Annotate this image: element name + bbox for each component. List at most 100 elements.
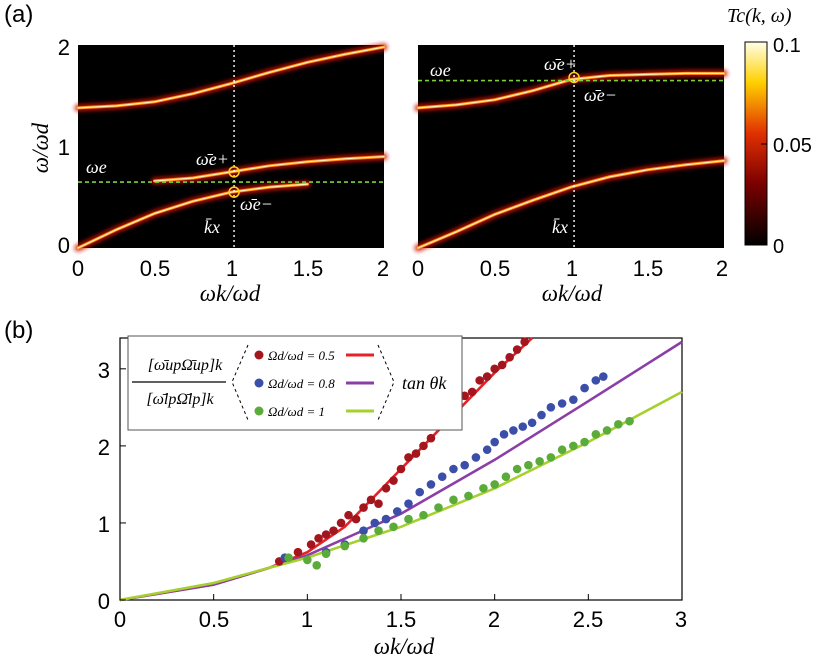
data-point-0-10 xyxy=(366,495,376,505)
data-point-1-6 xyxy=(392,507,402,516)
b-y-tick-3: 3 xyxy=(98,358,110,383)
data-point-0-18 xyxy=(426,433,436,443)
x-tick-left-1: 0.5 xyxy=(140,256,171,281)
x-tick-right-2: 1 xyxy=(566,256,578,281)
data-point-1-11 xyxy=(449,464,458,474)
branch-core-middle xyxy=(153,156,385,182)
data-point-2-4 xyxy=(340,541,350,551)
data-point-0-25 xyxy=(482,372,492,381)
point-omega_e_plus xyxy=(228,166,240,178)
x-axis-label-left: ωk/ωd xyxy=(200,281,261,306)
legend-marker-1 xyxy=(254,378,264,388)
y-tick-0: 0 xyxy=(58,233,70,258)
data-point-2-14 xyxy=(490,480,499,489)
data-point-0-9 xyxy=(359,503,368,512)
branch-core-upper xyxy=(417,72,725,109)
legend-right-bracket xyxy=(377,344,395,421)
data-point-1-18 xyxy=(518,422,528,431)
data-point-2-1 xyxy=(303,555,312,565)
point-omega_e_plus xyxy=(568,71,580,84)
colorbar-tick-min: 0 xyxy=(773,236,784,258)
y-tick-2: 2 xyxy=(58,35,70,60)
point-omega_e_minus xyxy=(228,186,240,198)
b-x-tick-3: 1.5 xyxy=(386,607,417,632)
legend-left-bracket xyxy=(231,344,249,421)
data-point-0-11 xyxy=(374,499,383,508)
b-x-tick-1: 0.5 xyxy=(199,607,230,632)
data-point-0-23 xyxy=(467,387,477,397)
y-tick-1: 1 xyxy=(58,135,70,160)
data-point-1-14 xyxy=(482,445,492,455)
b-y-tick-2: 2 xyxy=(98,435,110,460)
data-point-0-26 xyxy=(490,364,499,374)
data-point-2-3 xyxy=(321,549,331,559)
heatmap-left-background xyxy=(78,45,384,248)
data-point-2-24 xyxy=(602,426,612,435)
b-x-tick-6: 3 xyxy=(675,607,687,632)
omega-e-minus-label-left: ω̄e− xyxy=(240,194,273,214)
b-x-tick-4: 2 xyxy=(488,607,500,632)
data-point-0-8 xyxy=(351,514,361,524)
kx-label-right: k̄x xyxy=(552,217,568,237)
colorbar-tick-mid: 0.05 xyxy=(773,135,812,157)
legend-b: [ω̄upΩ̄up]k [ω̄lpΩ̄lp]k Ωd/ωd = 0.5 Ωd/ω… xyxy=(127,335,463,431)
data-point-2-17 xyxy=(524,460,533,470)
data-point-1-21 xyxy=(546,403,556,412)
data-point-2-8 xyxy=(404,514,413,524)
data-point-1-17 xyxy=(509,426,518,435)
x-tick-right-3: 1.5 xyxy=(633,256,664,281)
data-point-0-1 xyxy=(293,547,303,557)
data-point-2-9 xyxy=(419,510,428,520)
b-y-tick-1: 1 xyxy=(98,512,110,537)
b-x-tick-5: 2.5 xyxy=(573,607,604,632)
data-point-2-18 xyxy=(535,456,544,466)
y-axis-label-left: ω/ωd xyxy=(28,122,53,173)
data-point-1-23 xyxy=(569,395,578,404)
data-point-1-25 xyxy=(591,376,601,385)
data-point-1-13 xyxy=(471,453,481,462)
x-tick-left-2: 1 xyxy=(226,256,238,281)
data-point-0-2 xyxy=(306,540,316,549)
data-point-1-8 xyxy=(415,487,425,497)
data-point-0-28 xyxy=(505,352,514,362)
data-point-2-21 xyxy=(569,441,578,451)
data-point-2-22 xyxy=(580,437,589,447)
data-point-1-12 xyxy=(460,460,469,470)
x-tick-right-0: 0 xyxy=(412,256,424,281)
panel-label-b: (b) xyxy=(4,317,33,344)
heatmap-left: ωe ω̄e+ ω̄e− k̄x 2 1 0 0 0.5 1 1.5 2 ωk/… xyxy=(28,35,389,306)
colorbar-tick-max: 0.1 xyxy=(773,35,801,57)
data-point-0-3 xyxy=(314,534,323,543)
omega-e-label-left: ωe xyxy=(86,157,107,177)
data-point-2-12 xyxy=(464,491,473,501)
data-point-1-24 xyxy=(580,383,589,393)
data-point-0-22 xyxy=(460,391,469,401)
colorbar-title: Tc(k, ω) xyxy=(727,5,792,27)
legend-entry-2: Ωd/ωd = 1 xyxy=(268,404,325,419)
data-point-0-6 xyxy=(336,518,346,528)
data-point-0-13 xyxy=(389,476,398,485)
data-point-0-4 xyxy=(321,530,331,539)
data-point-0-15 xyxy=(404,453,413,462)
data-point-1-7 xyxy=(404,499,413,508)
b-x-axis-label: ωk/ωd xyxy=(374,634,435,659)
data-point-0-29 xyxy=(512,345,522,354)
x-tick-right-4: 2 xyxy=(716,256,728,281)
data-point-2-16 xyxy=(512,464,522,474)
data-point-0-14 xyxy=(396,464,406,474)
b-x-tick-2: 1 xyxy=(301,607,313,632)
data-point-0-27 xyxy=(497,360,507,370)
data-point-1-16 xyxy=(499,430,509,439)
data-point-2-0 xyxy=(284,553,293,562)
data-point-2-7 xyxy=(389,522,398,532)
data-point-1-15 xyxy=(490,437,499,447)
b-x-tick-0: 0 xyxy=(114,607,126,632)
data-point-1-9 xyxy=(426,480,436,489)
data-point-2-11 xyxy=(449,495,458,505)
data-point-2-6 xyxy=(374,526,383,535)
legend-entry-0: Ωd/ωd = 0.5 xyxy=(268,348,335,363)
b-y-tick-0: 0 xyxy=(98,589,110,614)
data-point-0-16 xyxy=(411,449,421,458)
data-point-0-5 xyxy=(329,526,338,535)
omega-e-plus-label-left: ω̄e+ xyxy=(196,149,229,169)
